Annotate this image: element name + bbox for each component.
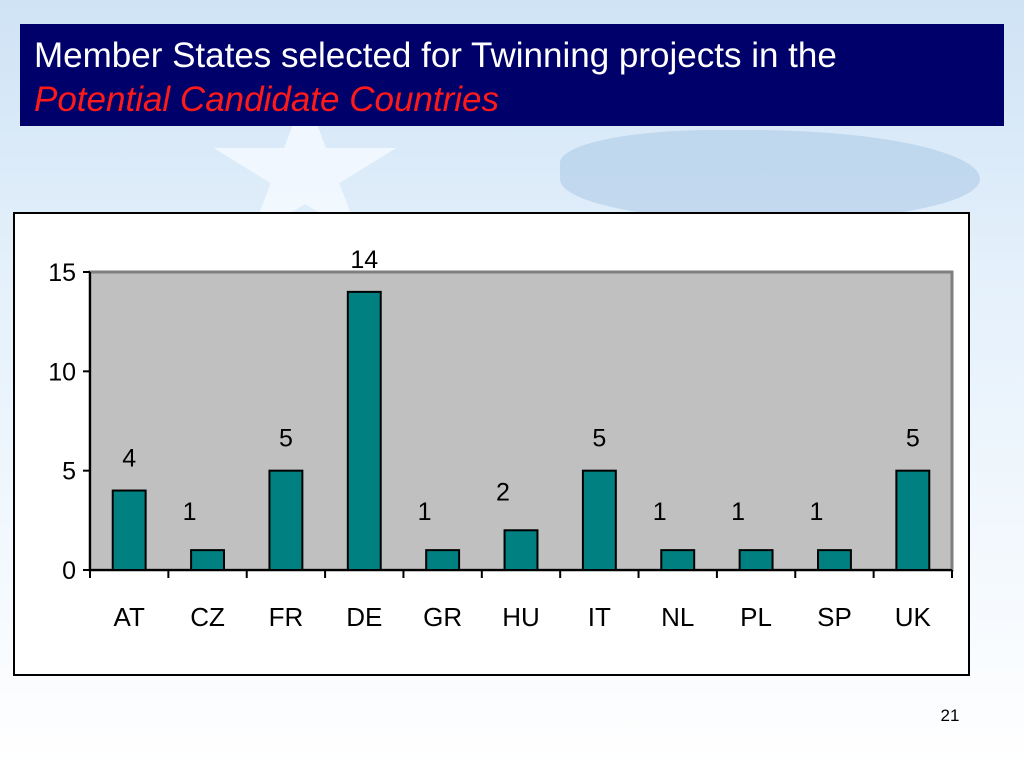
x-tick-label-hu: HU: [502, 602, 540, 632]
bar-hu: [503, 529, 539, 571]
data-label-uk: 5: [906, 425, 920, 453]
slide-title: Member States selected for Twinning proj…: [34, 36, 837, 75]
x-tick-label-gr: GR: [423, 602, 462, 632]
data-label-nl: 1: [653, 498, 667, 526]
x-tick-label-uk: UK: [895, 602, 932, 632]
bar-sp: [816, 549, 852, 571]
x-tick-label-cz: CZ: [190, 602, 225, 632]
background-map-shape: [560, 130, 980, 220]
bar-gr: [425, 549, 461, 571]
data-label-de: 14: [350, 246, 378, 274]
chart-frame: 0 5 10 15 AT CZ FR DE GR HU IT NL PL SP UK 4 1 5 14 1 2 5 1 1 1 5: [13, 212, 970, 676]
title-banner: Member States selected for Twinning proj…: [20, 24, 1004, 126]
bar-fr: [268, 469, 304, 571]
slide-subtitle: Potential Candidate Countries: [34, 80, 500, 119]
bar-uk: [895, 469, 931, 571]
plot-area: [88, 270, 954, 572]
page-number: 21: [940, 706, 960, 725]
x-tick-label-it: IT: [588, 602, 611, 632]
bar-at: [111, 489, 147, 571]
data-label-fr: 5: [279, 425, 293, 453]
bar-cz: [190, 549, 226, 571]
y-tick-label: 0: [62, 557, 76, 585]
x-tick-label-de: DE: [346, 602, 382, 632]
x-tick-label-sp: SP: [817, 602, 852, 632]
data-label-cz: 1: [183, 498, 197, 526]
bar-nl: [660, 549, 696, 571]
data-label-gr: 1: [418, 498, 432, 526]
bar-it: [581, 469, 617, 571]
y-tick-label: 10: [48, 358, 76, 386]
y-tick-label: 5: [62, 458, 76, 486]
y-tick-label: 15: [48, 259, 76, 287]
data-label-sp: 1: [810, 498, 824, 526]
bar-de: [346, 290, 382, 571]
data-label-at: 4: [122, 445, 136, 473]
x-tick-label-nl: NL: [661, 602, 694, 632]
x-tick-label-fr: FR: [269, 602, 304, 632]
data-label-hu: 2: [496, 478, 510, 506]
x-tick-label-at: AT: [114, 602, 145, 632]
x-tick-label-pl: PL: [740, 602, 772, 632]
data-label-pl: 1: [731, 498, 745, 526]
data-label-it: 5: [592, 425, 606, 453]
bar-pl: [738, 549, 774, 571]
